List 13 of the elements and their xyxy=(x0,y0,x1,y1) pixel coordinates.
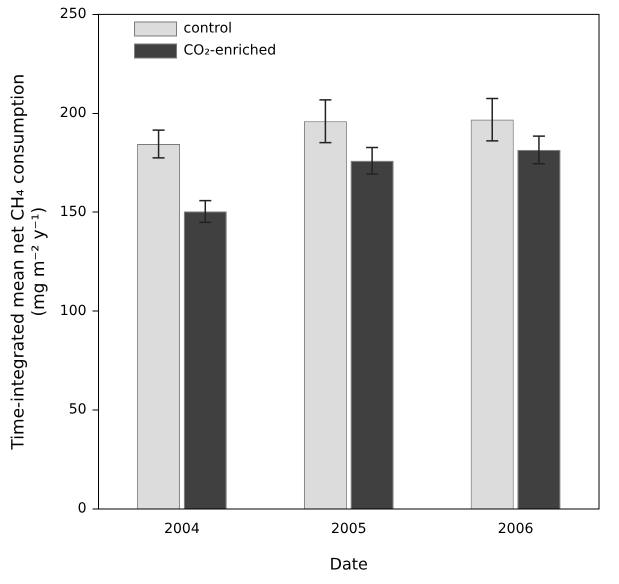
x-tick-label: 2006 xyxy=(498,521,534,538)
x-tick-label: 2005 xyxy=(330,521,367,538)
y-tick-label: 50 xyxy=(68,402,87,418)
y-tick-label: 100 xyxy=(60,302,87,319)
y-tick-label: 200 xyxy=(60,104,87,121)
y-tick-label: 0 xyxy=(78,500,87,517)
y-tick-label: 250 xyxy=(60,6,87,22)
y-axis-title: Time-integrated mean net CH₄ consumption (mg m⁻² y⁻¹) xyxy=(8,74,50,451)
y-tick-label: 150 xyxy=(60,204,87,220)
x-tick-label: 2004 xyxy=(164,521,200,538)
legend-label: CO₂-enriched xyxy=(184,42,276,59)
legend-label: control xyxy=(184,20,232,37)
x-axis-title: Date xyxy=(330,554,368,574)
